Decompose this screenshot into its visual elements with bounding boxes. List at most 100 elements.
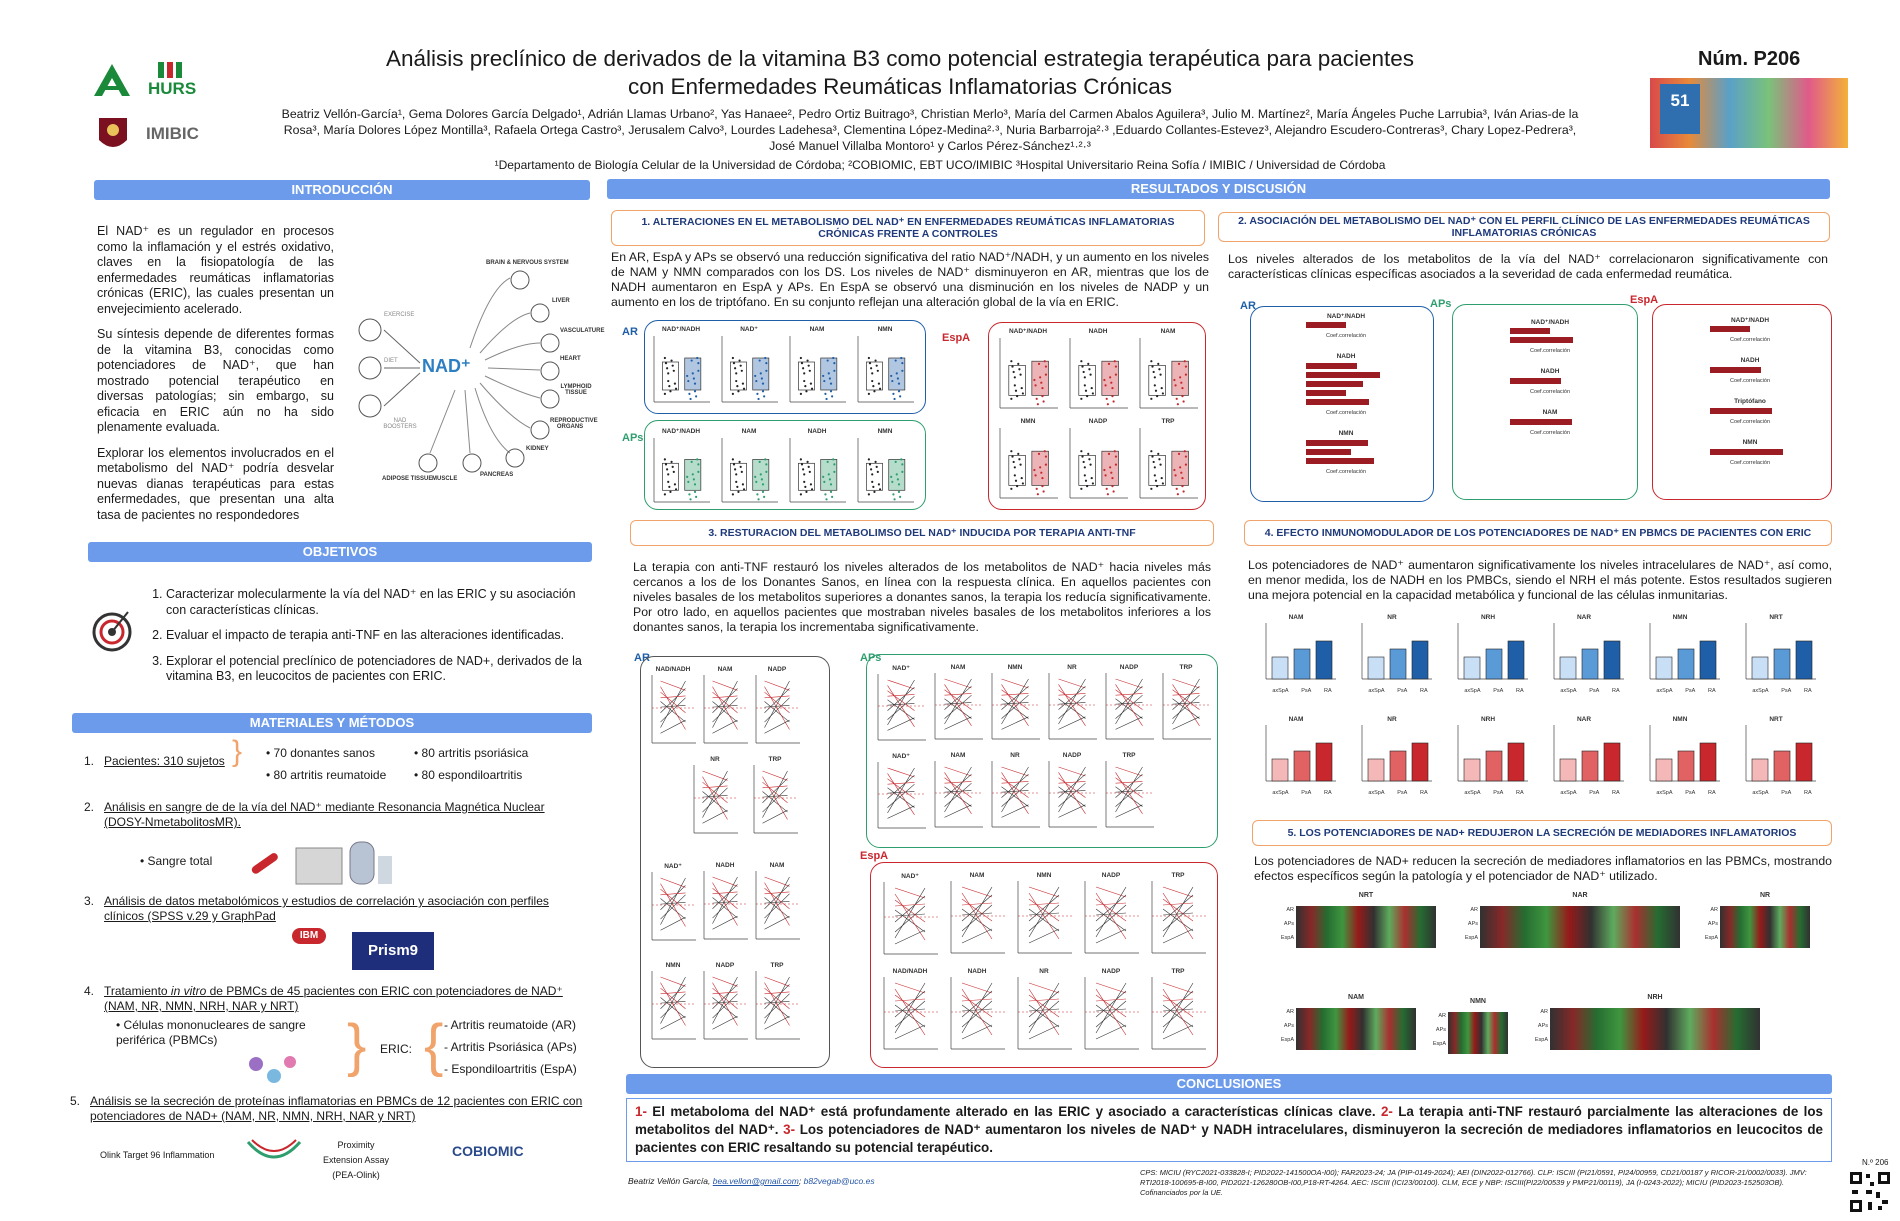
section2-text: Los niveles alterados de los metabolitos… bbox=[1228, 252, 1828, 281]
group-label: axSpA bbox=[1368, 688, 1385, 694]
conclusions-heading: CONCLUSIONES bbox=[626, 1074, 1832, 1094]
nad-fc-bar-plot: NR axSpA PsA RA bbox=[1350, 716, 1434, 806]
paired-plot-title: TRP bbox=[1171, 968, 1185, 975]
paired-plot: NADP bbox=[1081, 872, 1141, 962]
paired-plot-title: NAM bbox=[950, 664, 966, 671]
s2-aps-panel bbox=[1452, 304, 1638, 500]
paired-plot: NAD⁺ bbox=[648, 862, 698, 948]
s3-espa-panel bbox=[870, 862, 1218, 1068]
mini-plot-s1-espa: NAD⁺/NADH bbox=[996, 328, 1060, 412]
paired-plot: NADP bbox=[700, 962, 750, 1048]
group-label: axSpA bbox=[1464, 688, 1481, 694]
mini-plot-title: NADP bbox=[1088, 418, 1108, 425]
nad-fc-bar-plot: NMN axSpA PsA RA bbox=[1638, 614, 1722, 704]
group-label: PsA bbox=[1493, 790, 1504, 796]
heatmap bbox=[1480, 906, 1680, 948]
corr-plot-title: NADH bbox=[1740, 357, 1760, 364]
heatmap-title: NRH bbox=[1647, 994, 1663, 1001]
corr-xlabel: Coef.correlación bbox=[1729, 337, 1771, 343]
paired-plot-title: NAD⁺ bbox=[892, 665, 910, 672]
bar-plot-title: NR bbox=[1387, 614, 1397, 621]
group-label: RA bbox=[1515, 688, 1524, 694]
paired-plot: NAD⁺ bbox=[874, 664, 928, 748]
intro-text: El NAD⁺ es un regulador en procesos como… bbox=[97, 224, 334, 522]
group-label: axSpA bbox=[1368, 790, 1385, 796]
corr-plot-title: NAD⁺/NADH bbox=[1326, 313, 1366, 320]
mini-plot-title: NADH bbox=[1088, 328, 1108, 335]
nad-fc-bar-plot: NRH axSpA PsA RA bbox=[1446, 614, 1530, 704]
paired-plot: NMN bbox=[988, 664, 1042, 748]
corr-plot-title: NADH bbox=[1336, 353, 1356, 360]
nad-fc-bar-plot: NRH axSpA PsA RA bbox=[1446, 716, 1530, 806]
mini-plot-s1-ar: NAD⁺/NADH bbox=[650, 326, 712, 406]
group-label: PsA bbox=[1685, 688, 1696, 694]
paired-plot-title: NAD⁺ bbox=[664, 863, 682, 870]
bar-plot-title: NAR bbox=[1576, 716, 1592, 723]
paired-plot: NADP bbox=[1081, 968, 1141, 1058]
mini-plot-title: NAD⁺/NADH bbox=[661, 428, 701, 435]
qr-code-icon bbox=[1848, 1170, 1892, 1214]
logo-imibic: IMIBIC bbox=[146, 124, 199, 143]
s2-aps-label: APs bbox=[1430, 298, 1452, 310]
group-label: PsA bbox=[1397, 790, 1408, 796]
logo-hurs: HURS bbox=[148, 60, 210, 106]
corr-plot-title: Triptófano bbox=[1734, 398, 1766, 405]
methods-block: 1. Pacientes: 310 sujetos } • 70 donante… bbox=[70, 735, 583, 1181]
bar-plot-title: NRH bbox=[1480, 614, 1496, 621]
paired-plot-title: NAD/NADH bbox=[655, 666, 691, 673]
bar-plot-groups: axSpA PsA RA bbox=[1254, 790, 1338, 796]
paired-plot: TRP bbox=[752, 962, 802, 1048]
corr-bar bbox=[1710, 367, 1761, 373]
paired-plot: NADP bbox=[1045, 752, 1099, 836]
paired-plot: TRP bbox=[1102, 752, 1156, 836]
mini-plot-s1-espa: NAM bbox=[1136, 328, 1200, 412]
target-icon bbox=[90, 608, 134, 652]
mini-plot-title: NAM bbox=[741, 428, 757, 435]
section3-title: 3. RESTURACION DEL METABOLIMSO DEL NAD⁺ … bbox=[630, 520, 1214, 546]
mini-plot-title: NAD⁺/NADH bbox=[1008, 328, 1048, 335]
bar-plot-title: NR bbox=[1387, 716, 1397, 723]
nmr-machine-icon bbox=[295, 841, 392, 885]
mini-plot-title: NAD⁺/NADH bbox=[661, 326, 701, 333]
nad-fc-bar-plot: NAR axSpA PsA RA bbox=[1542, 614, 1626, 704]
paired-plot: NAD⁺ bbox=[874, 752, 928, 836]
heatmap-row-label: AR bbox=[1710, 907, 1718, 913]
corr-plot-title: NAM bbox=[1542, 409, 1558, 416]
paired-plot: TRP bbox=[750, 756, 800, 842]
conclusions-text: 1- El metaboloma del NAD⁺ está profundam… bbox=[626, 1098, 1832, 1162]
s1-aps-panel bbox=[644, 420, 926, 510]
paired-plot-title: NADP bbox=[1101, 872, 1121, 879]
s1-ar-panel bbox=[644, 320, 926, 414]
pea-icon bbox=[246, 1139, 302, 1159]
group-label: RA bbox=[1803, 790, 1812, 796]
section4-title: 4. EFECTO INMUNOMODULADOR DE LOS POTENCI… bbox=[1244, 520, 1832, 546]
heatmap-row-label: APs bbox=[1283, 1023, 1294, 1029]
paired-plot-title: NAM bbox=[950, 752, 966, 759]
paired-plot-title: TRP bbox=[1179, 664, 1193, 671]
heatmap-row-label: AR bbox=[1470, 907, 1478, 913]
paired-plot-title: TRP bbox=[768, 756, 782, 763]
bar-plot-groups: axSpA PsA RA bbox=[1350, 688, 1434, 694]
paired-plot-title: NAD⁺ bbox=[901, 873, 919, 880]
s2-espa-panel bbox=[1652, 304, 1832, 500]
s3-ar-panel bbox=[640, 656, 830, 1068]
s2-ar-panel bbox=[1250, 306, 1434, 502]
paired-plot: NAM bbox=[931, 752, 985, 836]
heatmap bbox=[1448, 1012, 1508, 1054]
group-label: PsA bbox=[1781, 790, 1792, 796]
objective-item: Caracterizar molecularmente la vía del N… bbox=[166, 587, 584, 618]
group-label: axSpA bbox=[1560, 688, 1577, 694]
corr-bar bbox=[1306, 458, 1374, 464]
group-label: RA bbox=[1611, 688, 1620, 694]
contact-email2-link[interactable]: b82vegab@uco.es bbox=[803, 1176, 875, 1186]
contact-email-link[interactable]: bea.vellon@gmail.com bbox=[712, 1176, 799, 1186]
corr-bar bbox=[1510, 419, 1572, 425]
heatmap-row-label: AR bbox=[1540, 1009, 1548, 1015]
heatmap-row-label: APs bbox=[1283, 921, 1294, 927]
spss-logo: IBM SPSS bbox=[289, 928, 329, 958]
nad-fc-bar-plot: NAM axSpA PsA RA bbox=[1254, 716, 1338, 806]
s3-espa-label: EspA bbox=[860, 850, 889, 862]
group-label: axSpA bbox=[1656, 688, 1673, 694]
paired-plot-title: NADP bbox=[715, 962, 735, 969]
paired-plot-title: NMN bbox=[665, 962, 681, 969]
